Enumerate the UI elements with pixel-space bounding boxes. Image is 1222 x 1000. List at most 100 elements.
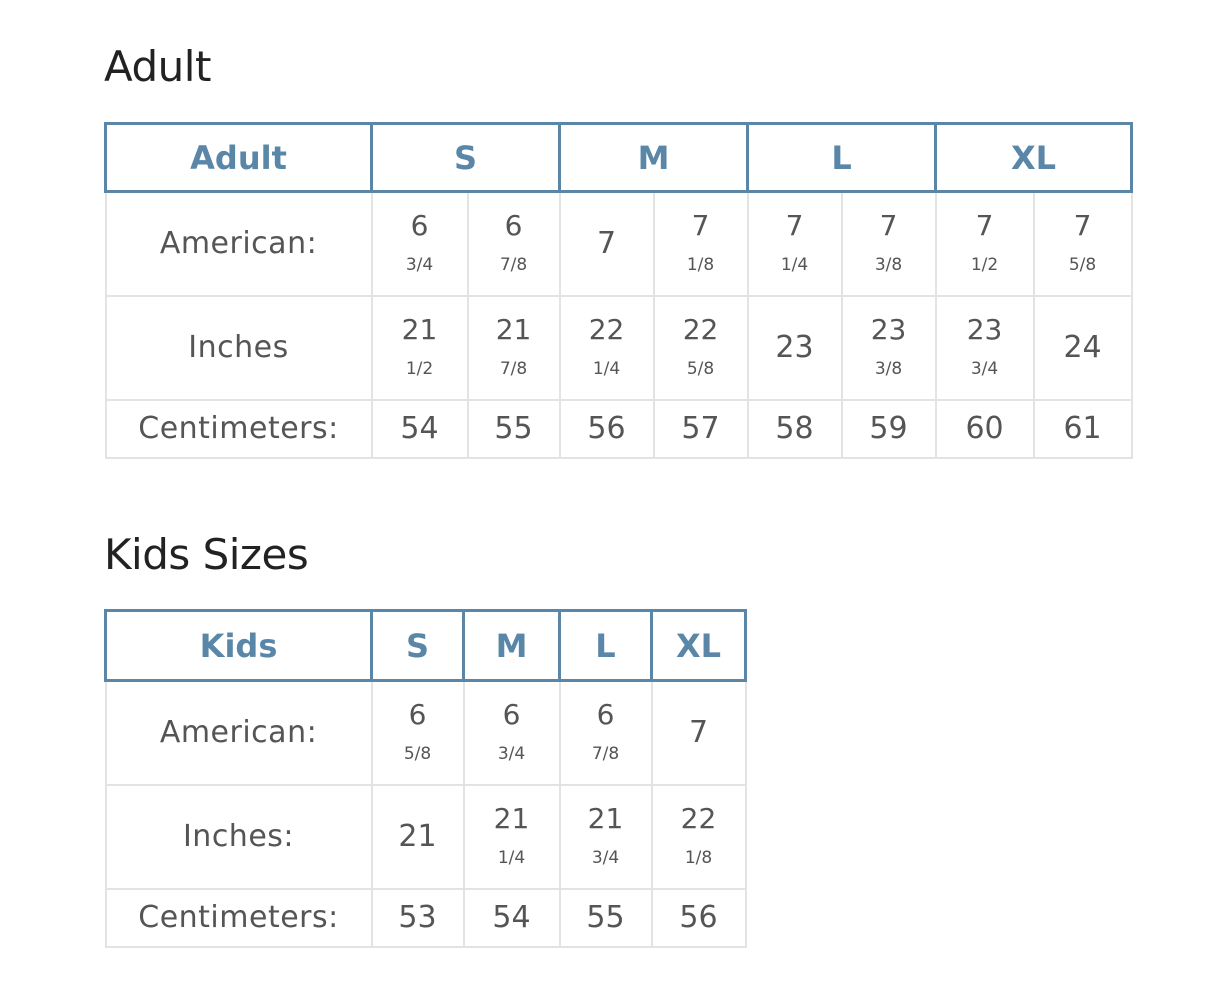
size-value-cell: 58 [746, 398, 843, 459]
kids-header-row: Kids S M L XL [104, 609, 747, 682]
whole-number: 23 [870, 312, 907, 346]
size-value-cell: 54 [370, 398, 469, 459]
whole-number: 56 [587, 411, 626, 446]
whole-number: 7 [691, 208, 710, 242]
kids-american-row: American: 6 5/8 6 3/4 6 7/8 7 [104, 679, 747, 786]
size-value-cell: 7 3/8 [840, 190, 937, 297]
row-label: Inches [104, 294, 373, 401]
adult-size-s-header: S [369, 122, 562, 193]
row-label: American: [104, 190, 373, 297]
whole-number: 23 [966, 312, 1003, 346]
fraction: 3/4 [497, 743, 526, 764]
fraction: 3/8 [874, 358, 903, 379]
whole-number: 55 [494, 411, 533, 446]
whole-number: 7 [879, 208, 898, 242]
whole-number: 7 [1073, 208, 1092, 242]
size-value-cell: 22 1/8 [650, 783, 747, 890]
whole-number: 58 [775, 411, 814, 446]
kids-section-heading: Kids Sizes [104, 530, 309, 579]
whole-number: 54 [400, 411, 439, 446]
size-value-cell: 56 [650, 887, 747, 948]
whole-number: 22 [682, 312, 719, 346]
size-value-cell: 23 3/4 [934, 294, 1035, 401]
size-value-cell: 57 [652, 398, 749, 459]
kids-centimeters-row: Centimeters: 53 54 55 56 [104, 887, 747, 948]
whole-number: 7 [785, 208, 804, 242]
whole-number: 53 [398, 900, 437, 935]
fraction: 1/4 [780, 254, 809, 275]
size-value-cell: 21 7/8 [466, 294, 561, 401]
whole-number: 60 [965, 411, 1004, 446]
kids-size-l-header: L [558, 609, 653, 682]
whole-number: 6 [504, 208, 523, 242]
whole-number: 21 [401, 312, 438, 346]
row-label: Centimeters: [104, 887, 373, 948]
whole-number: 56 [679, 900, 718, 935]
whole-number: 55 [586, 900, 625, 935]
size-value-cell: 6 7/8 [558, 679, 653, 786]
whole-number: 7 [975, 208, 994, 242]
size-value-cell: 55 [558, 887, 653, 948]
size-value-cell: 7 5/8 [1032, 190, 1133, 297]
size-value-cell: 22 1/4 [558, 294, 655, 401]
size-value-cell: 6 3/4 [370, 190, 469, 297]
adult-american-row: American: 6 3/4 6 7/8 7 7 1/8 7 1/4 7 3/8 7 1/2 7 5/8 [104, 190, 1133, 297]
fraction: 3/4 [970, 358, 999, 379]
adult-size-l-header: L [746, 122, 938, 193]
size-value-cell: 6 7/8 [466, 190, 561, 297]
size-value-cell: 21 1/4 [462, 783, 561, 890]
kids-inches-row: Inches: 21 21 1/4 21 3/4 22 1/8 [104, 783, 747, 890]
fraction: 1/4 [497, 847, 526, 868]
fraction: 1/8 [686, 254, 715, 275]
size-value-cell: 60 [934, 398, 1035, 459]
adult-centimeters-row: Centimeters: 54 55 56 57 58 59 60 61 [104, 398, 1133, 459]
whole-number: 6 [408, 697, 427, 731]
fraction: 1/2 [405, 358, 434, 379]
whole-number: 22 [588, 312, 625, 346]
whole-number: 6 [502, 697, 521, 731]
size-value-cell: 61 [1032, 398, 1133, 459]
whole-number: 21 [398, 819, 437, 854]
size-value-cell: 21 3/4 [558, 783, 653, 890]
whole-number: 21 [493, 801, 530, 835]
size-value-cell: 59 [840, 398, 937, 459]
fraction: 3/4 [405, 254, 434, 275]
adult-size-table: Adult S M L XL American: 6 3/4 6 7/8 7 7 1/8 7 1/… [104, 122, 1134, 459]
kids-size-s-header: S [370, 609, 465, 682]
fraction: 3/8 [874, 254, 903, 275]
whole-number: 22 [680, 801, 717, 835]
fraction: 7/8 [499, 254, 528, 275]
row-label: Inches: [104, 783, 373, 890]
fraction: 1/4 [592, 358, 621, 379]
adult-inches-row: Inches 21 1/2 21 7/8 22 1/4 22 5/8 23 23 3/8 23 3/4 24 [104, 294, 1133, 401]
whole-number: 54 [492, 900, 531, 935]
kids-size-xl-header: XL [650, 609, 747, 682]
whole-number: 7 [688, 715, 709, 751]
size-value-cell: 7 1/4 [746, 190, 843, 297]
adult-size-xl-header: XL [934, 122, 1134, 193]
fraction: 3/4 [591, 847, 620, 868]
whole-number: 21 [587, 801, 624, 835]
kids-size-m-header: M [462, 609, 561, 682]
kids-size-table: Kids S M L XL American: 6 5/8 6 3/4 6 7/8 7 Inch… [104, 609, 747, 948]
adult-header-label: Adult [104, 122, 373, 193]
whole-number: 61 [1063, 411, 1102, 446]
size-value-cell: 53 [370, 887, 465, 948]
size-value-cell: 6 5/8 [370, 679, 465, 786]
size-value-cell: 7 [558, 190, 655, 297]
adult-size-m-header: M [558, 122, 750, 193]
size-value-cell: 21 [370, 783, 465, 890]
whole-number: 6 [596, 697, 615, 731]
whole-number: 6 [410, 208, 429, 242]
size-value-cell: 6 3/4 [462, 679, 561, 786]
row-label: Centimeters: [104, 398, 373, 459]
size-value-cell: 55 [466, 398, 561, 459]
row-label: American: [104, 679, 373, 786]
fraction: 5/8 [686, 358, 715, 379]
kids-header-label: Kids [104, 609, 373, 682]
size-value-cell: 7 1/2 [934, 190, 1035, 297]
size-value-cell: 22 5/8 [652, 294, 749, 401]
size-value-cell: 56 [558, 398, 655, 459]
fraction: 7/8 [499, 358, 528, 379]
size-value-cell: 24 [1032, 294, 1133, 401]
